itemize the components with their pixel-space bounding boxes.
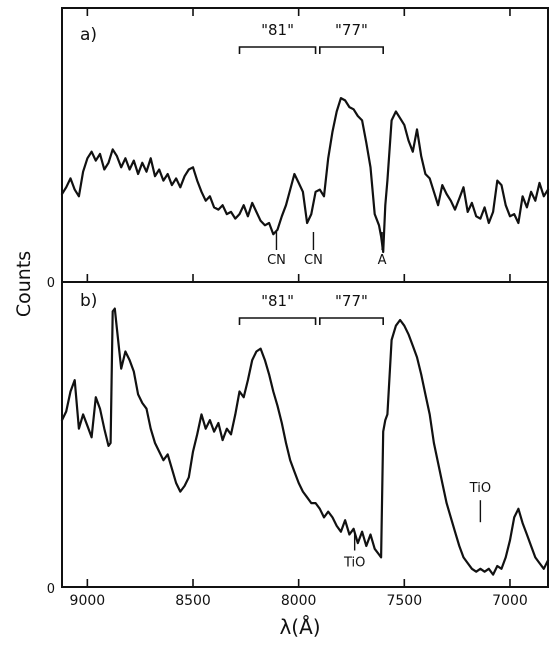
panel-b-tick-labels: 9000 8500 8000 7500 7000 xyxy=(70,593,528,609)
panel-a-ticks xyxy=(86,8,511,282)
x-tick-label-8500: 8500 xyxy=(175,593,211,609)
band-bracket-1 xyxy=(318,46,384,54)
panel-a-annotations: CN CN A xyxy=(267,232,387,268)
panel-b-ticks xyxy=(86,579,511,587)
annotation-label-2: A xyxy=(378,253,387,268)
panel-b-label: b) xyxy=(80,291,97,311)
band-bracket-0 xyxy=(238,46,317,54)
x-tick-label-9000: 9000 xyxy=(70,593,106,609)
x-tick-label-7500: 7500 xyxy=(386,593,422,609)
panel-b-annotations: TiO TiO xyxy=(343,481,491,570)
panel-a-label: a) xyxy=(80,25,97,45)
panel-b-frame xyxy=(61,281,549,588)
annotation-label-1: CN xyxy=(304,253,323,268)
panel-a-spectrum-line xyxy=(60,97,550,254)
x-tick-label-8000: 8000 xyxy=(281,593,317,609)
panel-a-frame xyxy=(61,7,549,283)
panel-a-zero-label: 0 xyxy=(47,276,55,291)
panel-b-bands: "81" "77" xyxy=(238,292,384,325)
panel-a-bands: "81" "77" xyxy=(238,21,384,54)
panel-b-zero-label: 0 xyxy=(47,582,55,597)
band-bracket-1 xyxy=(318,317,384,325)
band-label-0: "81" xyxy=(261,21,294,39)
panel-b: b) 0 9000 8500 8000 7500 7000 "81" "77" TiOTi… xyxy=(47,281,550,609)
panel-b-spectrum-line xyxy=(60,307,550,576)
x-axis-label: λ(Å) xyxy=(279,615,320,639)
band-label-0: "81" xyxy=(261,292,294,310)
panel-a: a) 0 "81" "77" CN CN A xyxy=(47,7,550,291)
x-tick-label-7000: 7000 xyxy=(492,593,528,609)
annotation-label-1: TiO xyxy=(469,481,491,496)
band-bracket-0 xyxy=(238,317,317,325)
annotation-label-0: TiO xyxy=(343,556,365,571)
y-axis-label: Counts xyxy=(13,251,35,317)
annotation-label-0: CN xyxy=(267,253,286,268)
band-label-1: "77" xyxy=(335,21,368,39)
band-label-1: "77" xyxy=(335,292,368,310)
